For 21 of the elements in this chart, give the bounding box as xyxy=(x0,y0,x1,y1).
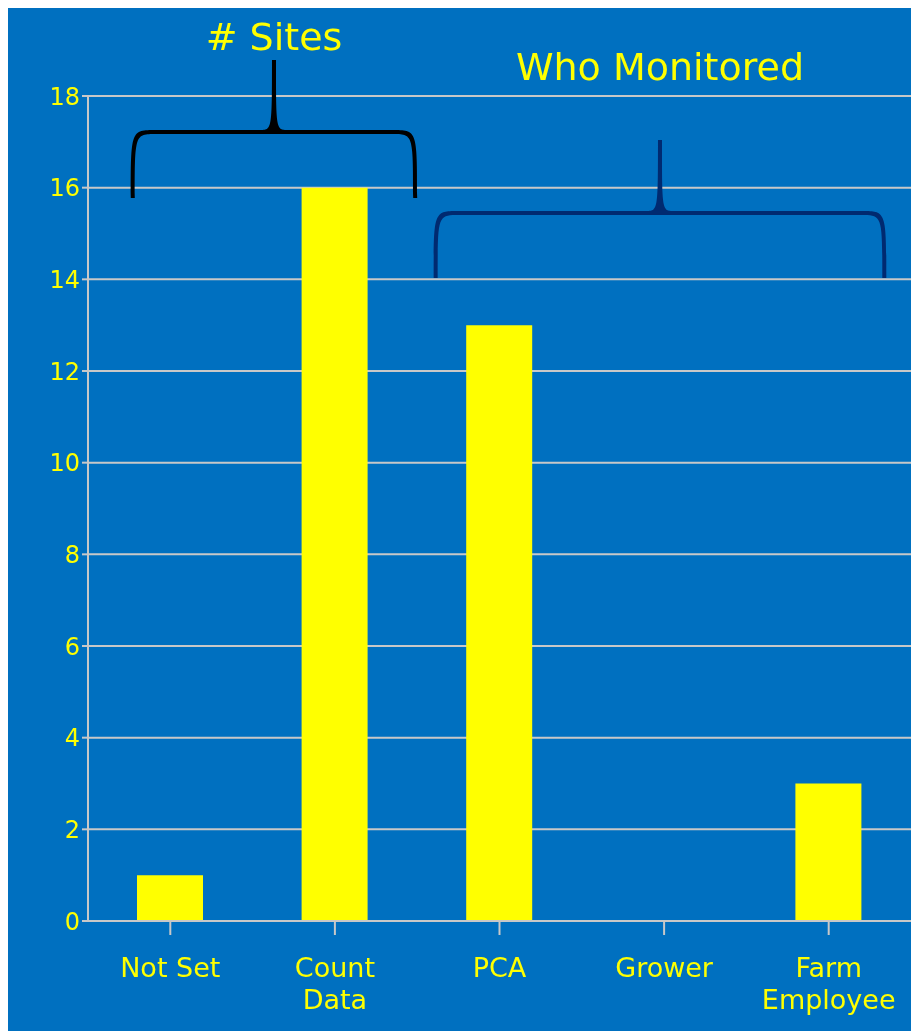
y-tick-label: 0 xyxy=(64,907,80,936)
x-tick-label: Farm Employee xyxy=(761,952,896,1015)
bar xyxy=(301,187,368,921)
y-tick-label: 6 xyxy=(64,632,80,661)
bar xyxy=(466,325,533,921)
text: Who Monitored xyxy=(515,45,805,89)
x-tick-label: Grower xyxy=(615,952,714,983)
bar xyxy=(795,783,862,921)
y-tick-label: 2 xyxy=(64,815,80,844)
y-tick-label: 12 xyxy=(49,357,80,386)
bar xyxy=(137,875,203,921)
y-tick-label: 4 xyxy=(64,724,80,753)
x-tick-label: Not Set xyxy=(120,952,221,983)
y-tick-label: 8 xyxy=(64,540,80,569)
x-tick-label: Count Data xyxy=(294,952,375,1015)
y-tick-label: 18 xyxy=(49,82,80,111)
x-tick-label: PCA xyxy=(472,952,527,983)
y-tick-label: 14 xyxy=(49,265,80,294)
y-tick-label: 10 xyxy=(49,449,80,478)
y-tick-label: 16 xyxy=(49,174,80,203)
text: # Sites xyxy=(205,15,343,59)
